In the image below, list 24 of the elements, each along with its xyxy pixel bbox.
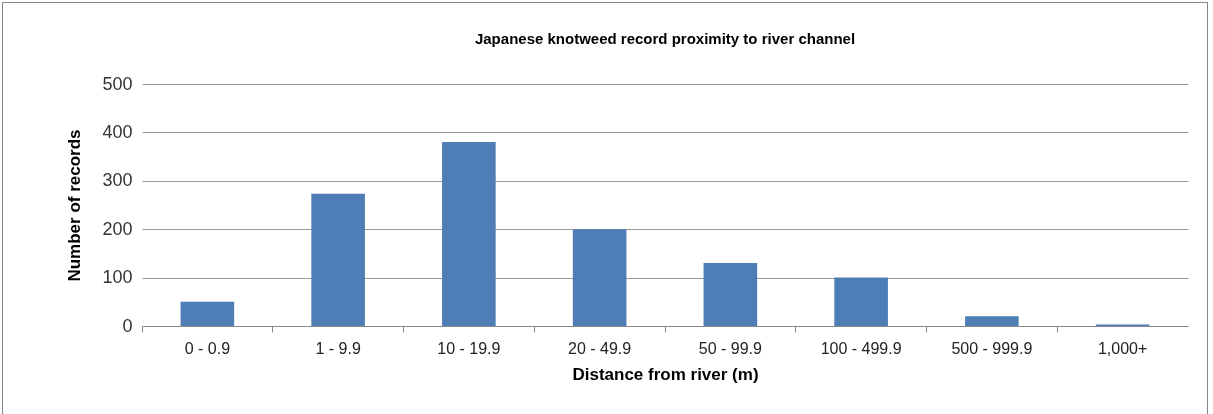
bar [572, 229, 627, 326]
x-tick-label: 20 - 49.9 [568, 339, 632, 357]
y-tick-label: 500 [102, 73, 133, 94]
bar [965, 316, 1019, 326]
x-tick-label: 1 - 9.9 [315, 339, 361, 357]
y-tick-label: 100 [102, 267, 133, 288]
y-tick-label: 0 [122, 315, 133, 336]
x-tick-label: 10 - 19.9 [437, 339, 501, 357]
bar [311, 193, 365, 326]
x-tick-label: 50 - 99.9 [698, 339, 763, 357]
y-tick-label: 200 [102, 218, 133, 239]
bar [834, 277, 888, 326]
x-axis-title: Distance from river (m) [572, 364, 759, 384]
x-tick-label: 100 - 499.9 [820, 339, 902, 357]
chart-title: Japanese knotweed record proximity to river channel [474, 30, 856, 47]
x-tick-label: 1,000+ [1097, 339, 1148, 357]
bar [442, 142, 496, 326]
y-axis-title: Number of records [65, 129, 85, 282]
x-tick-label: 0 - 0.9 [184, 339, 231, 357]
y-tick-label: 400 [102, 121, 133, 142]
bar [180, 301, 235, 326]
y-tick-label: 300 [102, 170, 133, 191]
bar [703, 263, 758, 326]
x-tick-label: 500 - 999.9 [951, 339, 1033, 357]
